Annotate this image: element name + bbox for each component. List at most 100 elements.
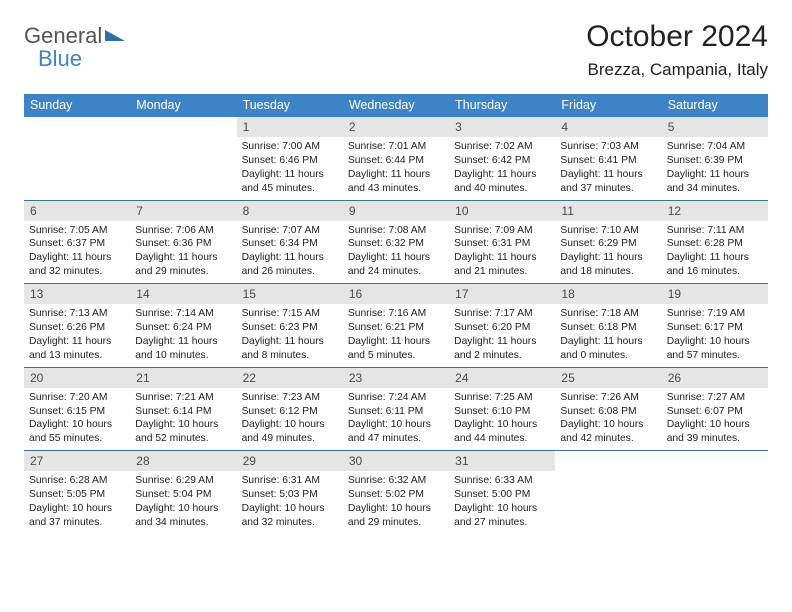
calendar-cell — [130, 117, 236, 200]
sunset-text: Sunset: 6:32 PM — [348, 237, 444, 251]
sunset-text: Sunset: 6:15 PM — [29, 405, 125, 419]
sunset-text: Sunset: 6:14 PM — [135, 405, 231, 419]
daylight-text: Daylight: 11 hours and 2 minutes. — [454, 335, 550, 363]
day-body: Sunrise: 7:25 AMSunset: 6:10 PMDaylight:… — [449, 388, 555, 451]
day-body: Sunrise: 6:32 AMSunset: 5:02 PMDaylight:… — [343, 471, 449, 534]
day-number: 8 — [237, 201, 343, 221]
day-header: Thursday — [449, 94, 555, 117]
daylight-text: Daylight: 11 hours and 37 minutes. — [560, 168, 656, 196]
week-row: 20Sunrise: 7:20 AMSunset: 6:15 PMDayligh… — [24, 368, 768, 452]
calendar-cell: 26Sunrise: 7:27 AMSunset: 6:07 PMDayligh… — [662, 368, 768, 451]
sunset-text: Sunset: 6:36 PM — [135, 237, 231, 251]
daylight-text: Daylight: 10 hours and 49 minutes. — [242, 418, 338, 446]
week-row: 13Sunrise: 7:13 AMSunset: 6:26 PMDayligh… — [24, 284, 768, 368]
sunrise-text: Sunrise: 7:01 AM — [348, 140, 444, 154]
calendar-cell: 4Sunrise: 7:03 AMSunset: 6:41 PMDaylight… — [555, 117, 661, 200]
day-number: 4 — [555, 117, 661, 137]
calendar-cell: 22Sunrise: 7:23 AMSunset: 6:12 PMDayligh… — [237, 368, 343, 451]
day-number: 27 — [24, 451, 130, 471]
day-number: 31 — [449, 451, 555, 471]
sunrise-text: Sunrise: 6:32 AM — [348, 474, 444, 488]
calendar-cell: 31Sunrise: 6:33 AMSunset: 5:00 PMDayligh… — [449, 451, 555, 534]
logo: General Blue — [24, 20, 125, 70]
sunrise-text: Sunrise: 7:05 AM — [29, 224, 125, 238]
calendar-cell: 13Sunrise: 7:13 AMSunset: 6:26 PMDayligh… — [24, 284, 130, 367]
sunrise-text: Sunrise: 7:17 AM — [454, 307, 550, 321]
logo-top-row: General — [24, 24, 125, 47]
day-body: Sunrise: 7:00 AMSunset: 6:46 PMDaylight:… — [237, 137, 343, 200]
title-block: October 2024 Brezza, Campania, Italy — [586, 20, 768, 80]
sunrise-text: Sunrise: 7:20 AM — [29, 391, 125, 405]
day-number: 23 — [343, 368, 449, 388]
day-number: 13 — [24, 284, 130, 304]
calendar-cell: 23Sunrise: 7:24 AMSunset: 6:11 PMDayligh… — [343, 368, 449, 451]
day-number: 6 — [24, 201, 130, 221]
sunrise-text: Sunrise: 7:18 AM — [560, 307, 656, 321]
day-body: Sunrise: 7:05 AMSunset: 6:37 PMDaylight:… — [24, 221, 130, 284]
sunrise-text: Sunrise: 7:09 AM — [454, 224, 550, 238]
day-body: Sunrise: 7:02 AMSunset: 6:42 PMDaylight:… — [449, 137, 555, 200]
calendar-cell: 9Sunrise: 7:08 AMSunset: 6:32 PMDaylight… — [343, 201, 449, 284]
day-number: 18 — [555, 284, 661, 304]
sunrise-text: Sunrise: 7:21 AM — [135, 391, 231, 405]
daylight-text: Daylight: 11 hours and 21 minutes. — [454, 251, 550, 279]
daylight-text: Daylight: 10 hours and 57 minutes. — [667, 335, 763, 363]
calendar-cell: 8Sunrise: 7:07 AMSunset: 6:34 PMDaylight… — [237, 201, 343, 284]
calendar-cell: 15Sunrise: 7:15 AMSunset: 6:23 PMDayligh… — [237, 284, 343, 367]
day-number: 28 — [130, 451, 236, 471]
week-row: 6Sunrise: 7:05 AMSunset: 6:37 PMDaylight… — [24, 201, 768, 285]
daylight-text: Daylight: 11 hours and 10 minutes. — [135, 335, 231, 363]
daylight-text: Daylight: 11 hours and 29 minutes. — [135, 251, 231, 279]
daylight-text: Daylight: 11 hours and 32 minutes. — [29, 251, 125, 279]
sunset-text: Sunset: 6:37 PM — [29, 237, 125, 251]
sunrise-text: Sunrise: 7:03 AM — [560, 140, 656, 154]
daylight-text: Daylight: 10 hours and 44 minutes. — [454, 418, 550, 446]
day-number: 29 — [237, 451, 343, 471]
day-number: 24 — [449, 368, 555, 388]
page-title: October 2024 — [586, 20, 768, 54]
logo-text-blue: Blue — [24, 47, 125, 70]
sunrise-text: Sunrise: 6:28 AM — [29, 474, 125, 488]
calendar-cell: 7Sunrise: 7:06 AMSunset: 6:36 PMDaylight… — [130, 201, 236, 284]
day-body: Sunrise: 7:08 AMSunset: 6:32 PMDaylight:… — [343, 221, 449, 284]
daylight-text: Daylight: 11 hours and 45 minutes. — [242, 168, 338, 196]
day-body: Sunrise: 7:11 AMSunset: 6:28 PMDaylight:… — [662, 221, 768, 284]
calendar: SundayMondayTuesdayWednesdayThursdayFrid… — [24, 94, 768, 534]
day-header: Sunday — [24, 94, 130, 117]
day-body: Sunrise: 6:29 AMSunset: 5:04 PMDaylight:… — [130, 471, 236, 534]
daylight-text: Daylight: 11 hours and 16 minutes. — [667, 251, 763, 279]
sunrise-text: Sunrise: 6:29 AM — [135, 474, 231, 488]
sunset-text: Sunset: 6:24 PM — [135, 321, 231, 335]
calendar-cell: 12Sunrise: 7:11 AMSunset: 6:28 PMDayligh… — [662, 201, 768, 284]
daylight-text: Daylight: 11 hours and 43 minutes. — [348, 168, 444, 196]
day-body: Sunrise: 7:10 AMSunset: 6:29 PMDaylight:… — [555, 221, 661, 284]
day-number: 12 — [662, 201, 768, 221]
daylight-text: Daylight: 10 hours and 47 minutes. — [348, 418, 444, 446]
day-body: Sunrise: 6:33 AMSunset: 5:00 PMDaylight:… — [449, 471, 555, 534]
day-body: Sunrise: 7:15 AMSunset: 6:23 PMDaylight:… — [237, 304, 343, 367]
sunset-text: Sunset: 6:44 PM — [348, 154, 444, 168]
sunrise-text: Sunrise: 7:08 AM — [348, 224, 444, 238]
day-number: 25 — [555, 368, 661, 388]
day-body: Sunrise: 7:21 AMSunset: 6:14 PMDaylight:… — [130, 388, 236, 451]
week-row: 1Sunrise: 7:00 AMSunset: 6:46 PMDaylight… — [24, 117, 768, 201]
week-row: 27Sunrise: 6:28 AMSunset: 5:05 PMDayligh… — [24, 451, 768, 534]
day-body: Sunrise: 7:26 AMSunset: 6:08 PMDaylight:… — [555, 388, 661, 451]
daylight-text: Daylight: 11 hours and 8 minutes. — [242, 335, 338, 363]
sunset-text: Sunset: 6:07 PM — [667, 405, 763, 419]
day-number: 1 — [237, 117, 343, 137]
sunset-text: Sunset: 6:31 PM — [454, 237, 550, 251]
header: General Blue October 2024 Brezza, Campan… — [24, 20, 768, 80]
day-body: Sunrise: 7:27 AMSunset: 6:07 PMDaylight:… — [662, 388, 768, 451]
sunrise-text: Sunrise: 7:19 AM — [667, 307, 763, 321]
day-body: Sunrise: 7:01 AMSunset: 6:44 PMDaylight:… — [343, 137, 449, 200]
daylight-text: Daylight: 10 hours and 29 minutes. — [348, 502, 444, 530]
calendar-cell: 30Sunrise: 6:32 AMSunset: 5:02 PMDayligh… — [343, 451, 449, 534]
sunrise-text: Sunrise: 7:06 AM — [135, 224, 231, 238]
calendar-cell: 11Sunrise: 7:10 AMSunset: 6:29 PMDayligh… — [555, 201, 661, 284]
day-number: 9 — [343, 201, 449, 221]
sunset-text: Sunset: 6:10 PM — [454, 405, 550, 419]
day-number: 10 — [449, 201, 555, 221]
sunrise-text: Sunrise: 7:13 AM — [29, 307, 125, 321]
daylight-text: Daylight: 11 hours and 40 minutes. — [454, 168, 550, 196]
